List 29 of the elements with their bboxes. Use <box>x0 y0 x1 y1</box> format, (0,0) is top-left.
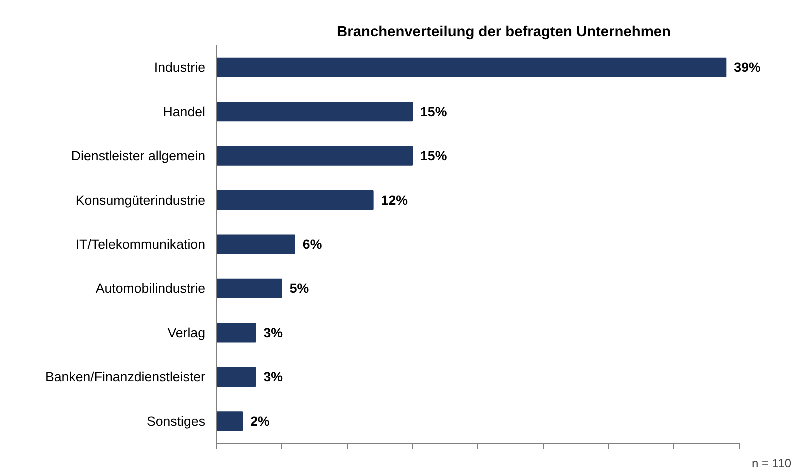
y-tick-label: Banken/Finanzdienstleister <box>45 370 206 385</box>
data-label: 6% <box>302 237 322 252</box>
bar <box>216 58 727 78</box>
y-tick-label: Industrie <box>154 60 206 76</box>
bar <box>216 323 256 343</box>
data-label: 12% <box>381 192 408 208</box>
chart-title: Branchenverteilung der befragten Unternehmen <box>337 24 671 40</box>
data-label: 15% <box>420 104 448 120</box>
bar <box>216 102 414 122</box>
bar <box>216 234 296 254</box>
bar <box>216 412 244 432</box>
y-tick-label: Verlag <box>168 325 206 340</box>
text: n = 110 <box>752 456 792 470</box>
y-tick-label: Konsumgüterindustrie <box>76 192 206 208</box>
data-label: 15% <box>420 148 448 164</box>
data-label: 3% <box>264 325 284 340</box>
bar <box>216 146 414 166</box>
data-label: 39% <box>734 60 761 76</box>
y-tick-label: Handel <box>163 104 206 120</box>
data-label: 2% <box>250 414 270 429</box>
y-tick-label: Automobilindustrie <box>96 281 206 296</box>
data-label: 3% <box>264 370 284 385</box>
y-tick-label: Sonstiges <box>146 414 206 429</box>
bar <box>216 190 374 210</box>
y-tick-label: IT/Telekommunikation <box>76 237 206 252</box>
bar <box>216 278 282 299</box>
data-label: 5% <box>290 281 310 296</box>
y-tick-label: Dienstleister allgemein <box>71 148 206 164</box>
bar <box>216 367 256 387</box>
